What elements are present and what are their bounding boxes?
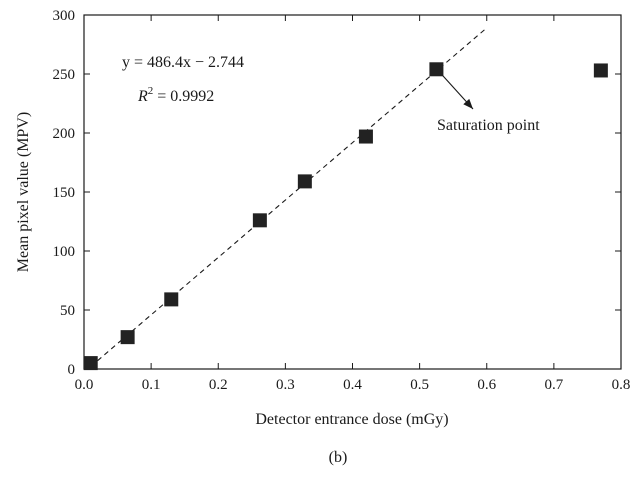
y-axis-title: Mean pixel value (MPV) bbox=[15, 112, 32, 272]
x-tick-label: 0.4 bbox=[343, 377, 362, 393]
y-tick-label: 150 bbox=[53, 185, 76, 201]
data-point bbox=[429, 62, 444, 77]
x-tick-label: 0.2 bbox=[209, 377, 228, 393]
x-tick-label: 0.0 bbox=[75, 377, 94, 393]
axis-tick-labels: 0.0 0.1 0.2 0.3 0.4 0.5 0.6 0.7 0.8 0 50 100 150 200 2… bbox=[53, 8, 631, 393]
y-tick-label: 0 bbox=[68, 362, 76, 378]
x-tick-label: 0.6 bbox=[477, 377, 496, 393]
data-point bbox=[252, 213, 267, 228]
y-tick-label: 50 bbox=[60, 303, 75, 319]
y-tick-label: 250 bbox=[53, 67, 76, 83]
data-point bbox=[297, 174, 312, 189]
fit-equation: y = 486.4x − 2.744 bbox=[122, 54, 244, 71]
x-tick-label: 0.3 bbox=[276, 377, 295, 393]
x-tick-label: 0.5 bbox=[410, 377, 429, 393]
data-point bbox=[120, 330, 135, 345]
axis-ticks bbox=[83, 14, 622, 370]
fit-line bbox=[90, 27, 488, 367]
x-tick-label: 0.7 bbox=[545, 377, 564, 393]
data-point bbox=[593, 63, 608, 78]
x-axis-title: Detector entrance dose (mGy) bbox=[255, 411, 448, 428]
x-tick-label: 0.8 bbox=[612, 377, 631, 393]
data-point bbox=[164, 292, 179, 307]
r-squared: R2 = 0.9992 bbox=[137, 85, 214, 105]
y-tick-label: 200 bbox=[53, 126, 76, 142]
data-points bbox=[83, 62, 608, 371]
data-point bbox=[83, 356, 98, 371]
y-tick-label: 300 bbox=[53, 8, 76, 24]
saturation-arrowhead bbox=[463, 98, 473, 109]
data-point bbox=[358, 129, 373, 144]
panel-label: (b) bbox=[329, 449, 348, 466]
saturation-label: Saturation point bbox=[437, 117, 540, 134]
y-tick-label: 100 bbox=[53, 244, 76, 260]
x-tick-label: 0.1 bbox=[142, 377, 161, 393]
